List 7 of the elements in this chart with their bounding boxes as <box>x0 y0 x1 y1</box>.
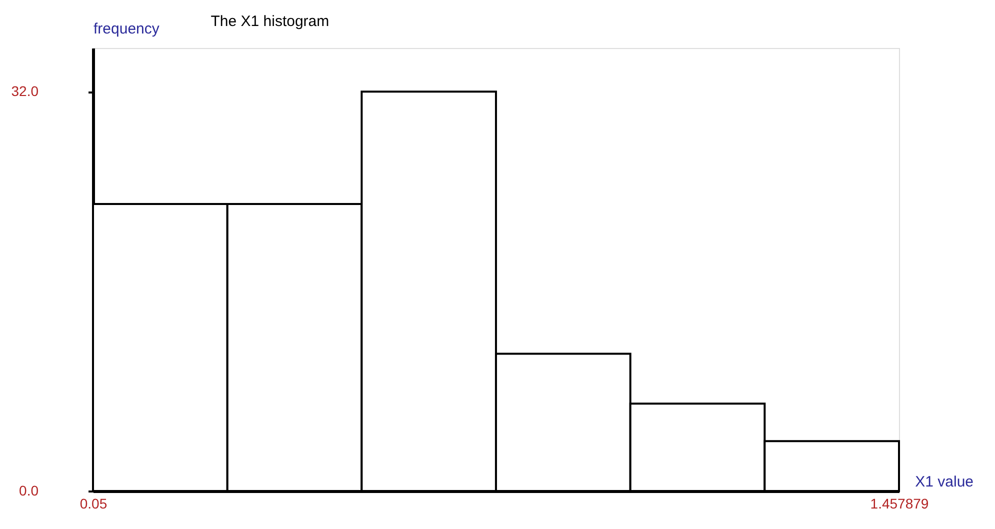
y-tick-label: 0.0 <box>19 482 39 498</box>
y-axis-title: frequency <box>94 20 160 38</box>
x-axis-title: X1 value <box>915 474 974 490</box>
chart-title: The X1 histogram <box>210 13 330 30</box>
x-tick-label: 1.457879 <box>870 496 929 512</box>
y-tick-label: 32.0 <box>11 83 39 100</box>
x-tick-label: 0.05 <box>80 496 108 512</box>
